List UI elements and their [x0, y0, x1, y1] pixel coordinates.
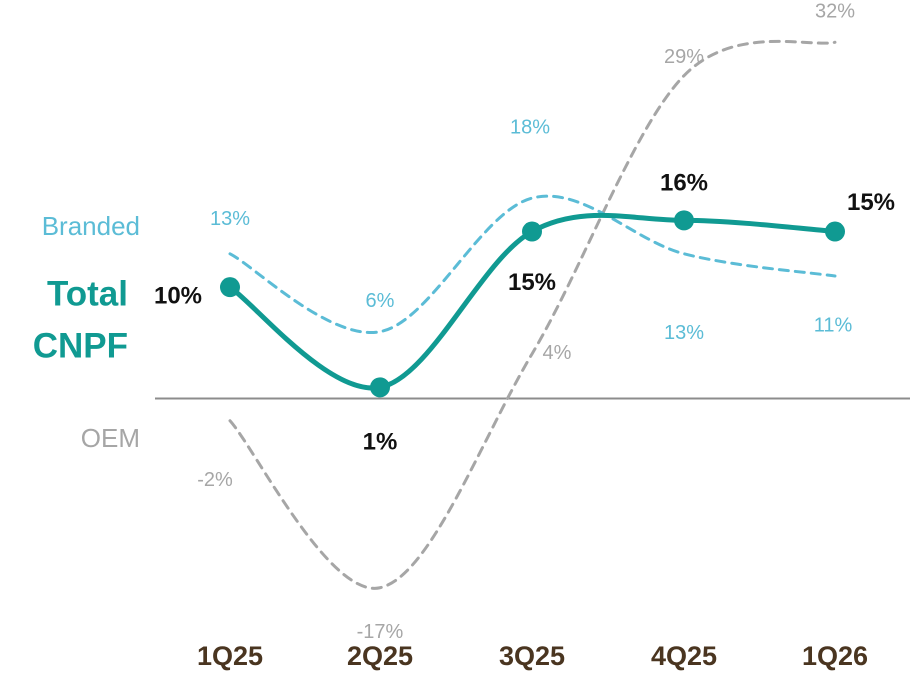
- total-point-4Q25: [674, 210, 694, 231]
- oem-label-3Q25: 4%: [543, 342, 572, 364]
- branded-series-line: [228, 194, 837, 334]
- oem-label-1Q26: 32%: [815, 1, 855, 23]
- series-name-branded: Branded: [42, 211, 140, 241]
- x-tick-3Q25: 3Q25: [499, 641, 565, 671]
- x-tick-2Q25: 2Q25: [347, 641, 413, 671]
- series-name-total-line-1: Total: [47, 274, 128, 313]
- x-tick-1Q26: 1Q26: [802, 641, 868, 671]
- series-names: Branded Total CNPF OEM: [33, 211, 140, 453]
- series-name-oem: OEM: [81, 423, 140, 453]
- labels-layer: 13% 6% 18% 13% 11% -2% -17% 4% 29% 32% 10% 1% 15% 16%…: [154, 1, 895, 643]
- x-tick-4Q25: 4Q25: [651, 641, 717, 671]
- branded-label-2Q25: 6%: [366, 290, 395, 312]
- total-series-line: [227, 212, 838, 391]
- branded-label-1Q25: 13%: [210, 208, 250, 230]
- total-label-3Q25: 15%: [508, 269, 556, 296]
- branded-label-1Q26: 11%: [814, 314, 853, 336]
- series-name-total-line-2: CNPF: [33, 326, 128, 365]
- total-label-1Q26: 15%: [847, 189, 895, 216]
- series-layer: [220, 39, 845, 590]
- total-point-2Q25: [370, 377, 390, 398]
- total-label-4Q25: 16%: [660, 170, 708, 197]
- branded-label-4Q25: 13%: [664, 322, 704, 344]
- total-label-1Q25: 10%: [154, 283, 202, 310]
- total-point-1Q26: [825, 221, 845, 242]
- total-point-1Q25: [220, 277, 240, 298]
- total-label-2Q25: 1%: [363, 429, 398, 456]
- oem-label-1Q25: -2%: [197, 469, 233, 491]
- x-tick-1Q25: 1Q25: [197, 641, 263, 671]
- oem-label-4Q25: 29%: [664, 46, 704, 68]
- oem-label-2Q25: -17%: [357, 621, 404, 643]
- total-point-3Q25: [522, 221, 542, 242]
- oem-series-line: [228, 39, 837, 590]
- branded-label-3Q25: 18%: [510, 116, 550, 138]
- x-axis-ticks: 1Q25 2Q25 3Q25 4Q25 1Q26: [197, 641, 868, 671]
